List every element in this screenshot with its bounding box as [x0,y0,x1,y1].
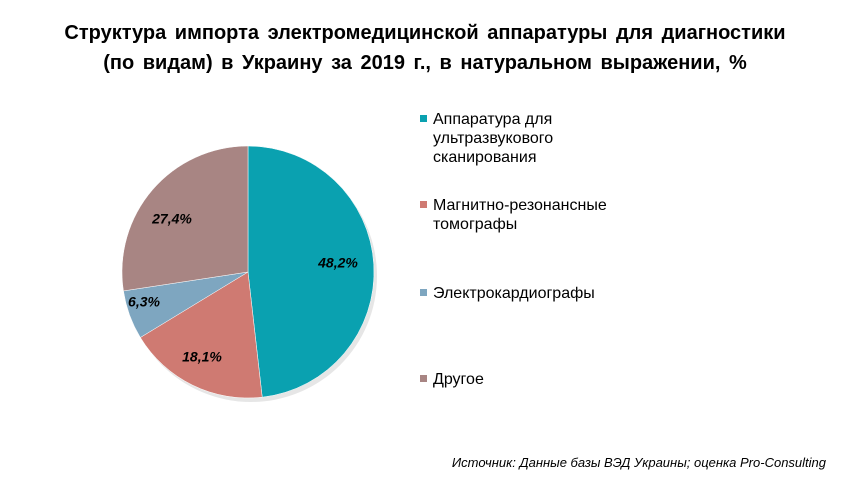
slice-label-4: 27,4% [151,211,192,227]
legend-label-4: Другое [433,371,484,388]
chart-title-line-1: Структура импорта электромедицинской апп… [64,22,786,44]
legend-label-2: Магнитно-резонансные томографы [433,197,607,233]
legend-swatch-1 [420,115,427,122]
legend-swatch-4 [420,375,427,382]
chart-title: Структура импорта электромедицинской апп… [0,18,850,78]
pie-slice-1 [247,145,375,398]
slice-label-1: 48,2% [317,255,358,271]
slice-label-3: 6,3% [128,294,160,310]
legend-label-1: Аппаратура для ультразвукового сканировани… [433,111,554,166]
legend-swatch-3 [420,289,427,296]
chart-title-line-2: (по видам) в Украину за 2019 г., в натур… [103,52,747,74]
legend-label-3: Электрокардиографы [433,285,595,302]
legend-swatch-2 [420,201,427,208]
source-note: Источник: Данные базы ВЭД Украины; оценк… [451,455,826,470]
pie-slice-4 [121,145,249,292]
pie-slice-2 [140,271,263,399]
slice-label-2: 18,1% [182,349,222,365]
